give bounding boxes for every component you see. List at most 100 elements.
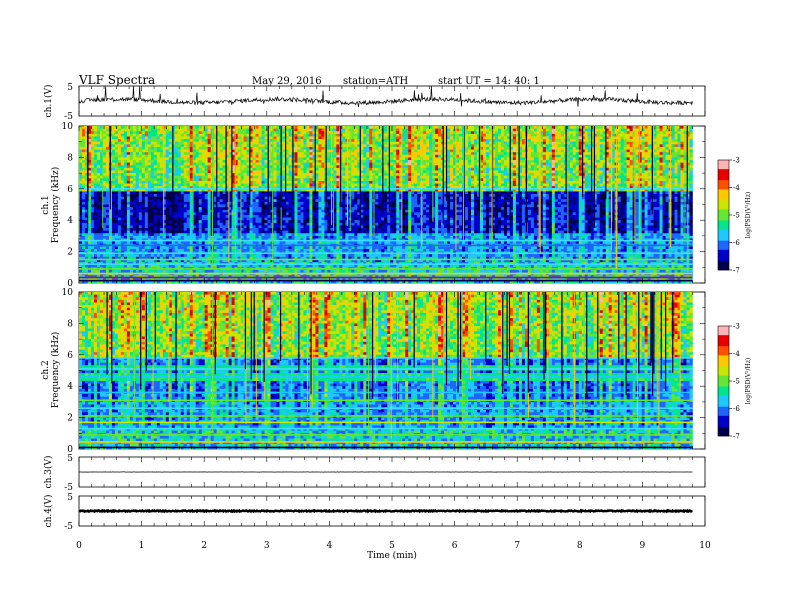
spectrogram-cell	[560, 126, 565, 129]
spectrogram-cell	[491, 149, 496, 153]
spectrogram-cell	[132, 165, 137, 169]
spectrogram-cell	[159, 126, 164, 129]
spectrogram-cell	[665, 141, 669, 145]
spectrogram-cell	[156, 128, 161, 132]
spectrogram-cell	[453, 186, 457, 190]
spectrogram-cell	[399, 162, 403, 166]
spectrogram-cell	[393, 173, 397, 177]
spectrogram-cell	[593, 128, 598, 132]
spectrogram-cell	[306, 146, 310, 150]
spectrogram-cell	[270, 170, 274, 174]
spectrogram-cell	[399, 173, 403, 177]
spectrogram-cell	[581, 157, 586, 161]
spectrogram-cell	[201, 144, 205, 148]
spectrogram-cell	[429, 170, 433, 174]
spectrogram-cell	[569, 175, 574, 179]
spectrogram-cell	[246, 178, 250, 182]
spectrogram-cell	[276, 136, 280, 140]
spectrogram-cell	[590, 183, 595, 187]
spectrogram-cell	[557, 165, 562, 169]
spectrogram-cell	[153, 186, 158, 190]
spectrogram-cell	[120, 157, 125, 161]
spectrogram-cell	[87, 157, 92, 161]
spectrogram-cell	[644, 141, 648, 145]
spectrogram-cell	[548, 165, 553, 169]
spectrogram-cell	[605, 175, 609, 179]
spectrogram-cell	[539, 157, 544, 161]
spectrogram-cell	[153, 170, 158, 174]
spectrogram-cell	[578, 149, 583, 153]
spectrogram-cell	[270, 133, 274, 137]
spectrogram-cell	[459, 128, 463, 132]
spectrogram-cell	[417, 186, 421, 190]
spectrogram-cell	[90, 186, 95, 190]
spectrogram-cell	[608, 141, 612, 145]
spectrogram-cell	[542, 149, 547, 153]
spectrogram-cell	[354, 157, 358, 161]
spectrogram-cell	[180, 178, 185, 182]
spectrogram-cell	[617, 178, 621, 182]
spectrogram-cell	[653, 162, 657, 166]
spectrogram-cell	[318, 141, 322, 145]
spectrogram-cell	[548, 162, 553, 166]
spectrogram-cell	[249, 167, 253, 171]
spectrogram-cell	[680, 141, 684, 145]
spectrogram-cell	[566, 170, 571, 174]
spectrogram-cell	[533, 157, 538, 161]
spectrogram-cell	[159, 167, 164, 171]
spectrogram-cell	[554, 162, 559, 166]
spectrogram-cell	[297, 141, 301, 145]
spectrogram-cell	[231, 160, 235, 163]
spectrogram-cell	[578, 167, 583, 171]
spectrogram-cell	[153, 149, 158, 153]
spectrogram-cell	[267, 154, 271, 158]
spectrogram-cell	[632, 139, 636, 142]
spectrogram-cell	[450, 173, 454, 177]
spectrogram-cell	[548, 175, 553, 179]
spectrogram-cell	[207, 175, 211, 179]
spectrogram-cell	[468, 180, 472, 184]
spectrogram-cell	[204, 160, 208, 163]
spectrogram-cell	[357, 154, 361, 158]
spectrogram-cell	[321, 160, 325, 163]
spectrogram-cell	[623, 154, 627, 158]
spectrogram-cell	[288, 167, 292, 171]
spectrogram-cell	[201, 149, 205, 153]
spectrogram-cell	[228, 141, 232, 145]
spectrogram-cell	[548, 133, 553, 137]
spectrogram-cell	[396, 175, 400, 179]
spectrogram-cell	[626, 175, 630, 179]
spectrogram-cell	[168, 170, 173, 174]
spectrogram-cell	[411, 186, 415, 190]
spectrogram-cell	[659, 152, 663, 156]
spectrogram-cell	[447, 139, 451, 142]
spectrogram-cell	[602, 178, 606, 182]
ch1-waveform-panel: 5 -5 ch.1(V)	[43, 83, 706, 122]
spectrogram-cell	[539, 175, 544, 179]
spectrogram-cell	[222, 141, 226, 145]
spectrogram-cell	[294, 149, 298, 153]
spectrogram-cell	[447, 165, 451, 169]
spectrogram-cell	[150, 154, 155, 158]
spectrogram-cell	[375, 133, 379, 137]
spectrogram-cell	[408, 128, 412, 132]
spectrogram-cell	[282, 165, 286, 169]
spectrogram-cell	[168, 144, 173, 148]
spectrogram-cell	[159, 139, 164, 142]
spectrogram-cell	[363, 167, 367, 171]
spectrogram-cell	[138, 139, 143, 142]
spectrogram-cell	[375, 144, 379, 148]
spectrogram-cell	[207, 186, 211, 190]
spectrogram-cell	[485, 152, 490, 156]
spectrogram-cell	[189, 136, 194, 140]
spectrogram-cell	[593, 146, 598, 150]
spectrogram-cell	[620, 173, 624, 177]
spectrogram-cell	[444, 178, 448, 182]
spectrogram-cell	[626, 139, 630, 142]
spectrogram-cell	[243, 133, 247, 137]
spectrogram-cell	[393, 133, 397, 137]
spectrogram-cell	[255, 180, 259, 184]
spectrogram-cell	[429, 131, 433, 135]
spectrogram-cell	[267, 186, 271, 190]
spectrogram-cell	[393, 141, 397, 145]
